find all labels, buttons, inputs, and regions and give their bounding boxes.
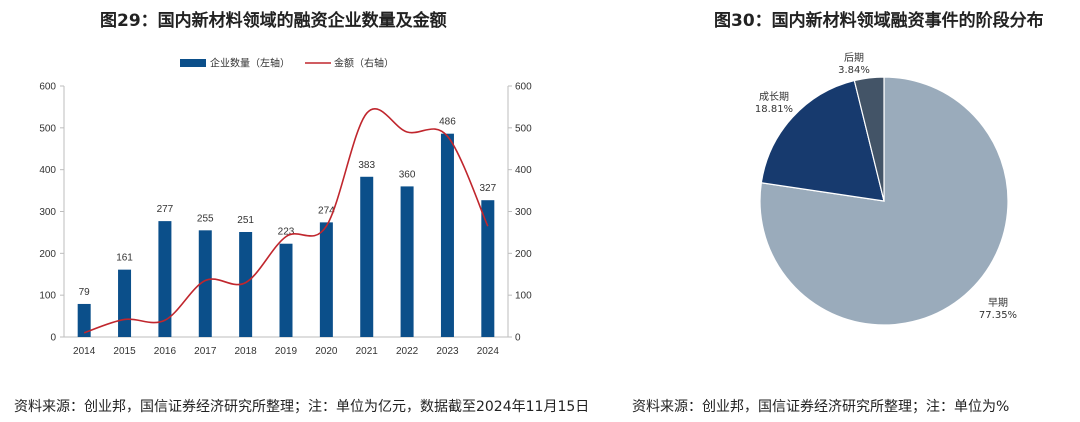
right-axis-tick-label: 300 [515,207,532,218]
bar-data-label: 79 [79,287,91,298]
left-axis-tick-label: 400 [39,165,56,176]
pie-label-value: 77.35% [979,310,1017,321]
x-axis-tick-label: 2015 [113,346,136,357]
amount-line-series [83,108,489,334]
bar-data-label: 161 [116,253,133,264]
bar-data-label: 383 [358,160,375,171]
legend-bar-swatch [180,59,206,67]
x-axis-tick-label: 2020 [315,346,338,357]
left-axis-tick-label: 0 [50,333,56,344]
bar-chart-title: 图29：国内新材料领域的融资企业数量及金额 [100,11,447,31]
left-source-note: 资料来源：创业邦，国信证券经济研究所整理；注：单位为亿元，数据截至2024年11… [14,399,590,415]
pie-slice-成长期 [760,79,885,202]
x-axis-tick-label: 2017 [194,346,217,357]
pie-label-name: 早期 [988,297,1008,309]
legend-line-label: 金额（右轴） [334,57,394,70]
right-source-note: 资料来源：创业邦，国信证券经济研究所整理；注：单位为% [632,399,1010,415]
bar-2024 [481,200,495,337]
bar-data-label: 327 [479,183,496,194]
pie-slice-早期 [759,76,1009,326]
left-axis-tick-label: 200 [39,249,56,260]
bar-data-label: 277 [157,204,174,215]
x-axis-tick-label: 2023 [436,346,459,357]
bar-line-chart: 0 0 100 100 200 200 300 300 400 400 500 500 600 600 20… [39,57,532,358]
bar-2018 [239,231,253,337]
left-axis-tick-label: 500 [39,123,56,134]
pie-label-name: 成长期 [759,91,789,103]
left-axis-tick-label: 300 [39,207,56,218]
bar-2020 [319,222,333,337]
bar-2015 [118,269,132,337]
pie-chart-title: 图30：国内新材料领域融资事件的阶段分布 [714,11,1044,31]
bar-2021 [360,176,374,337]
bar-2022 [400,186,414,337]
x-axis-tick-label: 2022 [396,346,419,357]
bar-data-label: 255 [197,213,214,224]
right-axis-tick-label: 500 [515,123,532,134]
pie-label-name: 后期 [844,52,864,64]
bar-data-label: 274 [318,205,335,216]
x-axis-tick-label: 2016 [154,346,177,357]
bar-data-label: 486 [439,117,456,128]
left-axis-tick-label: 100 [39,291,56,302]
x-axis-tick-label: 2018 [235,346,258,357]
left-axis-tick-label: 600 [39,82,56,93]
pie-slice-后期 [853,76,885,202]
pie-label-value: 18.81% [755,104,793,115]
x-axis-tick-label: 2019 [275,346,298,357]
bar-data-label: 251 [237,215,254,226]
legend-bar-label: 企业数量（左轴） [210,57,290,70]
x-axis-tick-label: 2014 [73,346,96,357]
x-axis-tick-label: 2021 [356,346,379,357]
bar-2014 [77,303,91,337]
bar-2017 [198,230,212,337]
bar-data-label: 360 [399,169,416,180]
right-axis-tick-label: 400 [515,165,532,176]
bar-2023 [440,133,454,337]
bar-2016 [158,221,172,337]
bar-data-label: 223 [278,227,295,238]
right-axis-tick-label: 100 [515,291,532,302]
bar-2019 [279,243,293,337]
right-axis-tick-label: 600 [515,82,532,93]
right-axis-tick-label: 0 [515,333,521,344]
pie-label-value: 3.84% [838,65,870,76]
x-axis-tick-label: 2024 [477,346,500,357]
right-axis-tick-label: 200 [515,249,532,260]
